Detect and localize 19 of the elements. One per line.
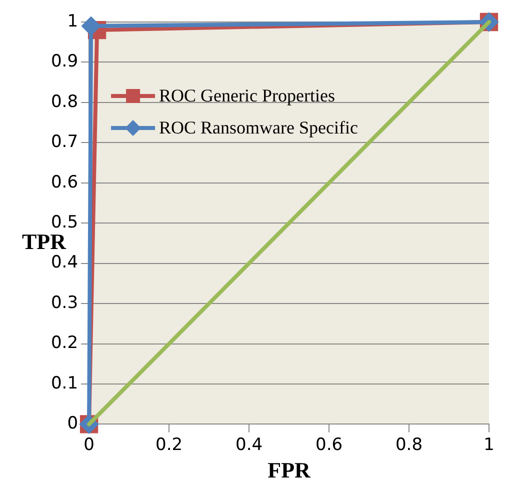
legend-label: ROC Generic Properties <box>159 86 336 106</box>
y-tick-label: 0 <box>67 414 78 434</box>
x-axis-title: FPR <box>268 457 312 482</box>
y-tick-label: 0.9 <box>50 52 78 72</box>
y-tick-label: 0.7 <box>50 132 78 152</box>
x-tick-label: 0.2 <box>156 434 183 455</box>
x-tick-label: 0 <box>84 434 94 455</box>
y-tick-label: 0.6 <box>50 172 78 192</box>
x-tick-label: 0.6 <box>315 434 343 455</box>
y-tick-label: 0.3 <box>50 292 78 313</box>
y-tick-label: 0.2 <box>50 333 78 354</box>
x-tick-label: 1 <box>484 434 494 455</box>
x-tick-label: 0.8 <box>395 434 423 455</box>
x-tick-label: 0.4 <box>236 434 263 455</box>
y-tick-label: 0.4 <box>50 252 78 273</box>
y-tick-label: 0.8 <box>50 92 78 112</box>
y-tick-label: 1 <box>67 11 78 32</box>
y-tick-label: 0.1 <box>50 373 78 394</box>
legend-label: ROC Ransomware Specific <box>159 118 358 138</box>
